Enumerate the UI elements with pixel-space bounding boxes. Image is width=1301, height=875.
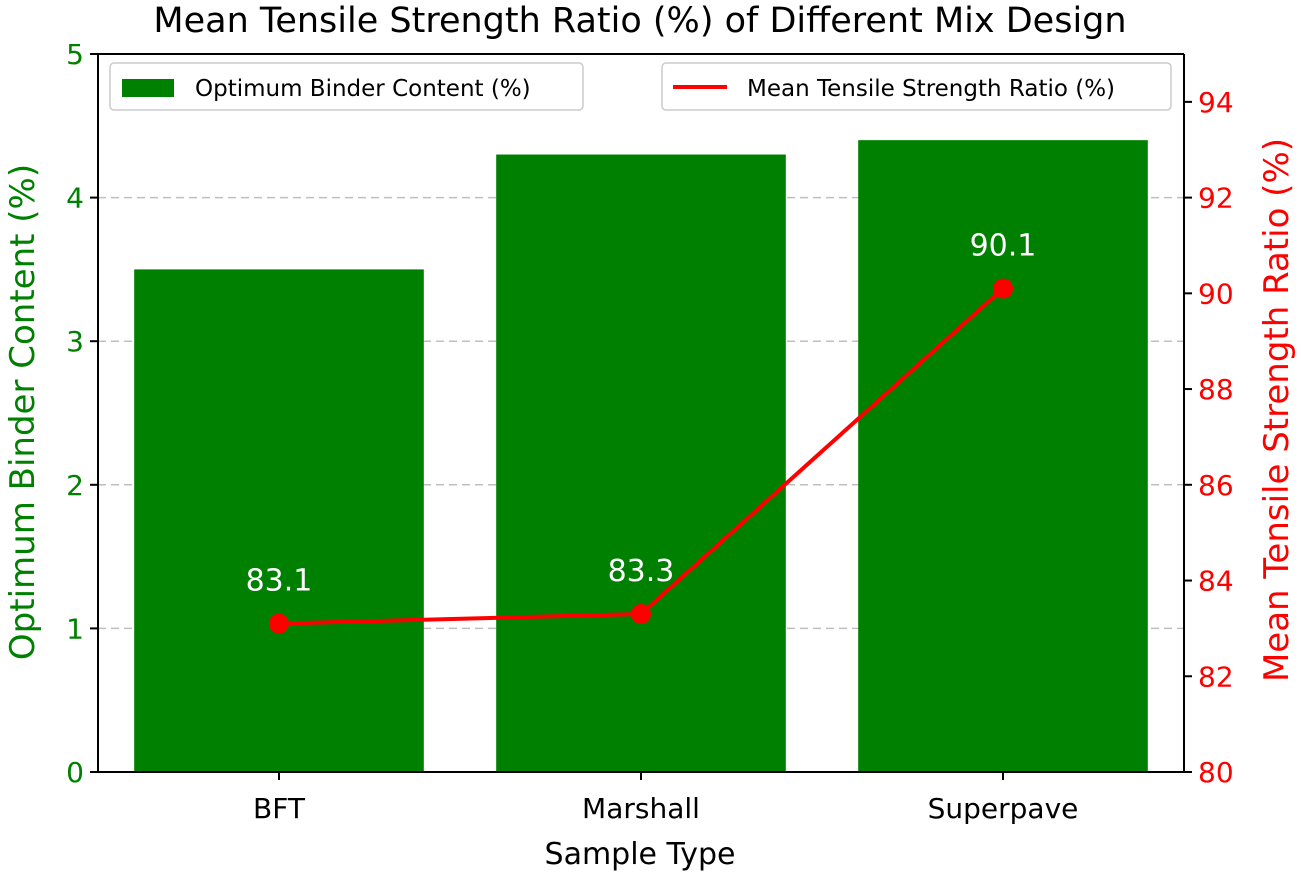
tsr-data-label: 83.3: [608, 554, 675, 589]
right-tick-label: 82: [1198, 660, 1234, 693]
bars: [134, 140, 1148, 772]
left-tick-label: 4: [66, 182, 84, 215]
left-tick-label: 0: [66, 756, 84, 789]
legend-swatch-bar: [122, 79, 174, 97]
bar: [496, 154, 786, 772]
right-tick-label: 80: [1198, 756, 1234, 789]
right-tick-label: 88: [1198, 373, 1234, 406]
y-axis-label-right: Mean Tensile Strength Ratio (%): [1257, 138, 1297, 682]
tsr-line-group: 83.1 83.3 90.1: [246, 229, 1037, 634]
right-tick-label: 84: [1198, 565, 1234, 598]
x-tick-label: Superpave: [928, 792, 1079, 825]
legend-frame-bars: [109, 62, 584, 111]
chart-title: Mean Tensile Strength Ratio (%) of Diffe…: [153, 1, 1126, 41]
bar: [858, 140, 1148, 772]
left-tick-label: 3: [66, 325, 84, 358]
tsr-data-label: 83.1: [246, 564, 313, 599]
left-tick-label: 2: [66, 469, 84, 502]
left-tick-label: 1: [66, 612, 84, 645]
right-tick-label: 90: [1198, 277, 1234, 310]
legend-line: Mean Tensile Strength Ratio (%): [661, 62, 1172, 111]
tsr-point: [269, 613, 289, 634]
left-tick-label: 5: [66, 38, 84, 71]
tsr-data-label: 90.1: [970, 229, 1037, 264]
legend-label-bars: Optimum Binder Content (%): [195, 76, 531, 102]
x-axis-label: Sample Type: [545, 837, 736, 872]
y-axis-label-left: Optimum Binder Content (%): [3, 164, 43, 660]
bar: [134, 269, 424, 772]
tsr-point: [993, 278, 1013, 299]
legend-label-line: Mean Tensile Strength Ratio (%): [747, 76, 1115, 102]
right-tick-label: 94: [1198, 86, 1234, 119]
right-tick-label: 86: [1198, 469, 1234, 502]
ticks: 0 1 2 3 4 5 80 82 84 86 88 90 92 94 BFT Marshall Superpa…: [66, 38, 1233, 825]
tsr-point: [631, 604, 651, 625]
x-tick-label: BFT: [253, 792, 306, 825]
x-tick-label: Marshall: [582, 792, 700, 825]
right-tick-label: 92: [1198, 182, 1234, 215]
legend-frame-line: [661, 62, 1172, 111]
legend-bars: Optimum Binder Content (%): [109, 62, 584, 111]
